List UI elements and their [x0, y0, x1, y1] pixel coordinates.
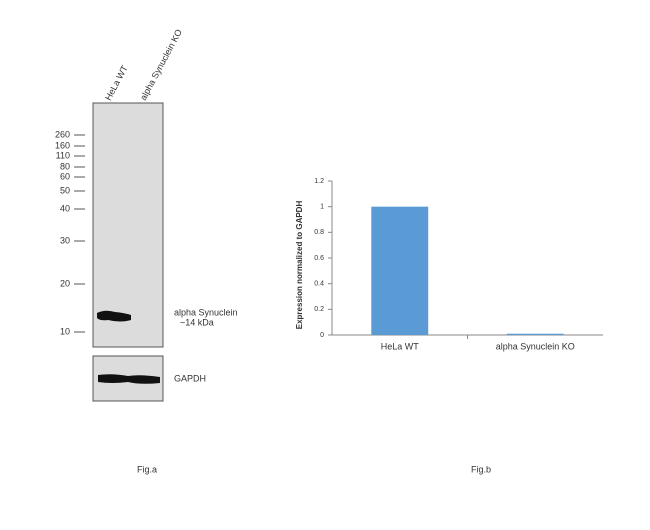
marker-label: 50: [60, 185, 70, 195]
x-tick-label: alpha Synuclein KO: [496, 341, 575, 351]
y-tick-label: 1.2: [314, 178, 324, 185]
control-label: GAPDH: [174, 373, 206, 383]
caption: Fig.a: [137, 464, 157, 474]
y-tick-label: 0.2: [314, 306, 324, 313]
lane-label: HeLa WT: [103, 63, 130, 102]
y-tick-label: 0: [320, 332, 324, 339]
x-tick-label: HeLa WT: [381, 341, 420, 351]
bar: [506, 333, 564, 335]
marker-label: 30: [60, 235, 70, 245]
marker-label: 160: [55, 140, 70, 150]
marker-label: 10: [60, 326, 70, 336]
y-tick-label: 1: [320, 204, 324, 211]
marker-label: 110: [56, 150, 70, 160]
marker-label: 20: [60, 278, 70, 288]
marker-label: 260: [55, 129, 70, 139]
blot-membrane: [92, 102, 164, 348]
band-label: alpha Synuclein: [174, 307, 238, 317]
y-axis-label: Expression normalized to GAPDH: [295, 201, 304, 330]
bar: [371, 206, 429, 335]
band: [97, 310, 131, 322]
lane-label: alpha Synuclein KO: [138, 28, 184, 103]
y-tick-label: 0.6: [314, 255, 324, 262]
band-label: ~14 kDa: [180, 317, 214, 327]
marker-label: 40: [60, 203, 70, 213]
control-band: [98, 374, 160, 384]
y-tick-label: 0.4: [314, 281, 324, 288]
caption: Fig.b: [471, 464, 491, 474]
y-tick-label: 0.8: [314, 229, 324, 236]
marker-label: 60: [60, 171, 70, 181]
marker-label: 80: [60, 161, 70, 171]
